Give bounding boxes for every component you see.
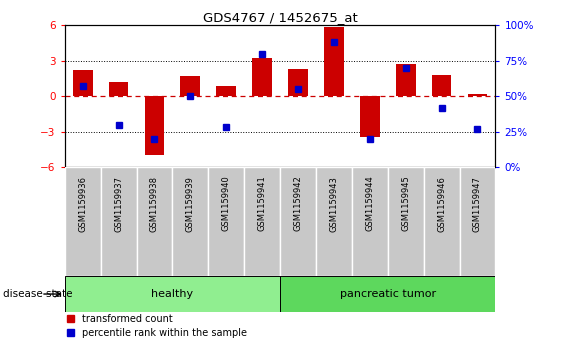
Text: healthy: healthy xyxy=(151,289,194,299)
Text: disease state: disease state xyxy=(3,289,72,299)
Bar xyxy=(101,167,137,276)
Bar xyxy=(396,64,415,96)
Bar xyxy=(459,167,495,276)
Bar xyxy=(468,94,488,96)
Bar xyxy=(244,167,280,276)
Bar xyxy=(352,167,388,276)
Title: GDS4767 / 1452675_at: GDS4767 / 1452675_at xyxy=(203,11,358,24)
Bar xyxy=(432,75,452,96)
Bar xyxy=(423,167,459,276)
Bar xyxy=(252,58,272,96)
Text: GSM1159939: GSM1159939 xyxy=(186,176,195,232)
Text: GSM1159940: GSM1159940 xyxy=(222,176,231,232)
Legend: transformed count, percentile rank within the sample: transformed count, percentile rank withi… xyxy=(66,314,247,338)
Bar xyxy=(145,96,164,155)
Bar xyxy=(288,69,308,96)
Text: GSM1159943: GSM1159943 xyxy=(329,176,338,232)
Text: pancreatic tumor: pancreatic tumor xyxy=(339,289,436,299)
Text: GSM1159937: GSM1159937 xyxy=(114,176,123,232)
Text: GSM1159944: GSM1159944 xyxy=(365,176,374,232)
Bar xyxy=(280,167,316,276)
Text: GSM1159946: GSM1159946 xyxy=(437,176,446,232)
Text: GSM1159936: GSM1159936 xyxy=(78,176,87,232)
Text: GSM1159947: GSM1159947 xyxy=(473,176,482,232)
Bar xyxy=(65,276,280,312)
Bar xyxy=(388,167,424,276)
Bar xyxy=(181,76,200,96)
Bar xyxy=(360,96,379,138)
Text: GSM1159938: GSM1159938 xyxy=(150,176,159,232)
Bar xyxy=(137,167,172,276)
Text: GSM1159941: GSM1159941 xyxy=(258,176,267,232)
Bar xyxy=(109,82,128,96)
Bar xyxy=(216,86,236,96)
Text: GSM1159942: GSM1159942 xyxy=(293,176,302,232)
Text: GSM1159945: GSM1159945 xyxy=(401,176,410,232)
Bar xyxy=(73,70,92,96)
Bar xyxy=(324,27,344,96)
Bar xyxy=(208,167,244,276)
Bar xyxy=(316,167,352,276)
Bar xyxy=(280,276,495,312)
Bar xyxy=(172,167,208,276)
Bar xyxy=(65,167,101,276)
